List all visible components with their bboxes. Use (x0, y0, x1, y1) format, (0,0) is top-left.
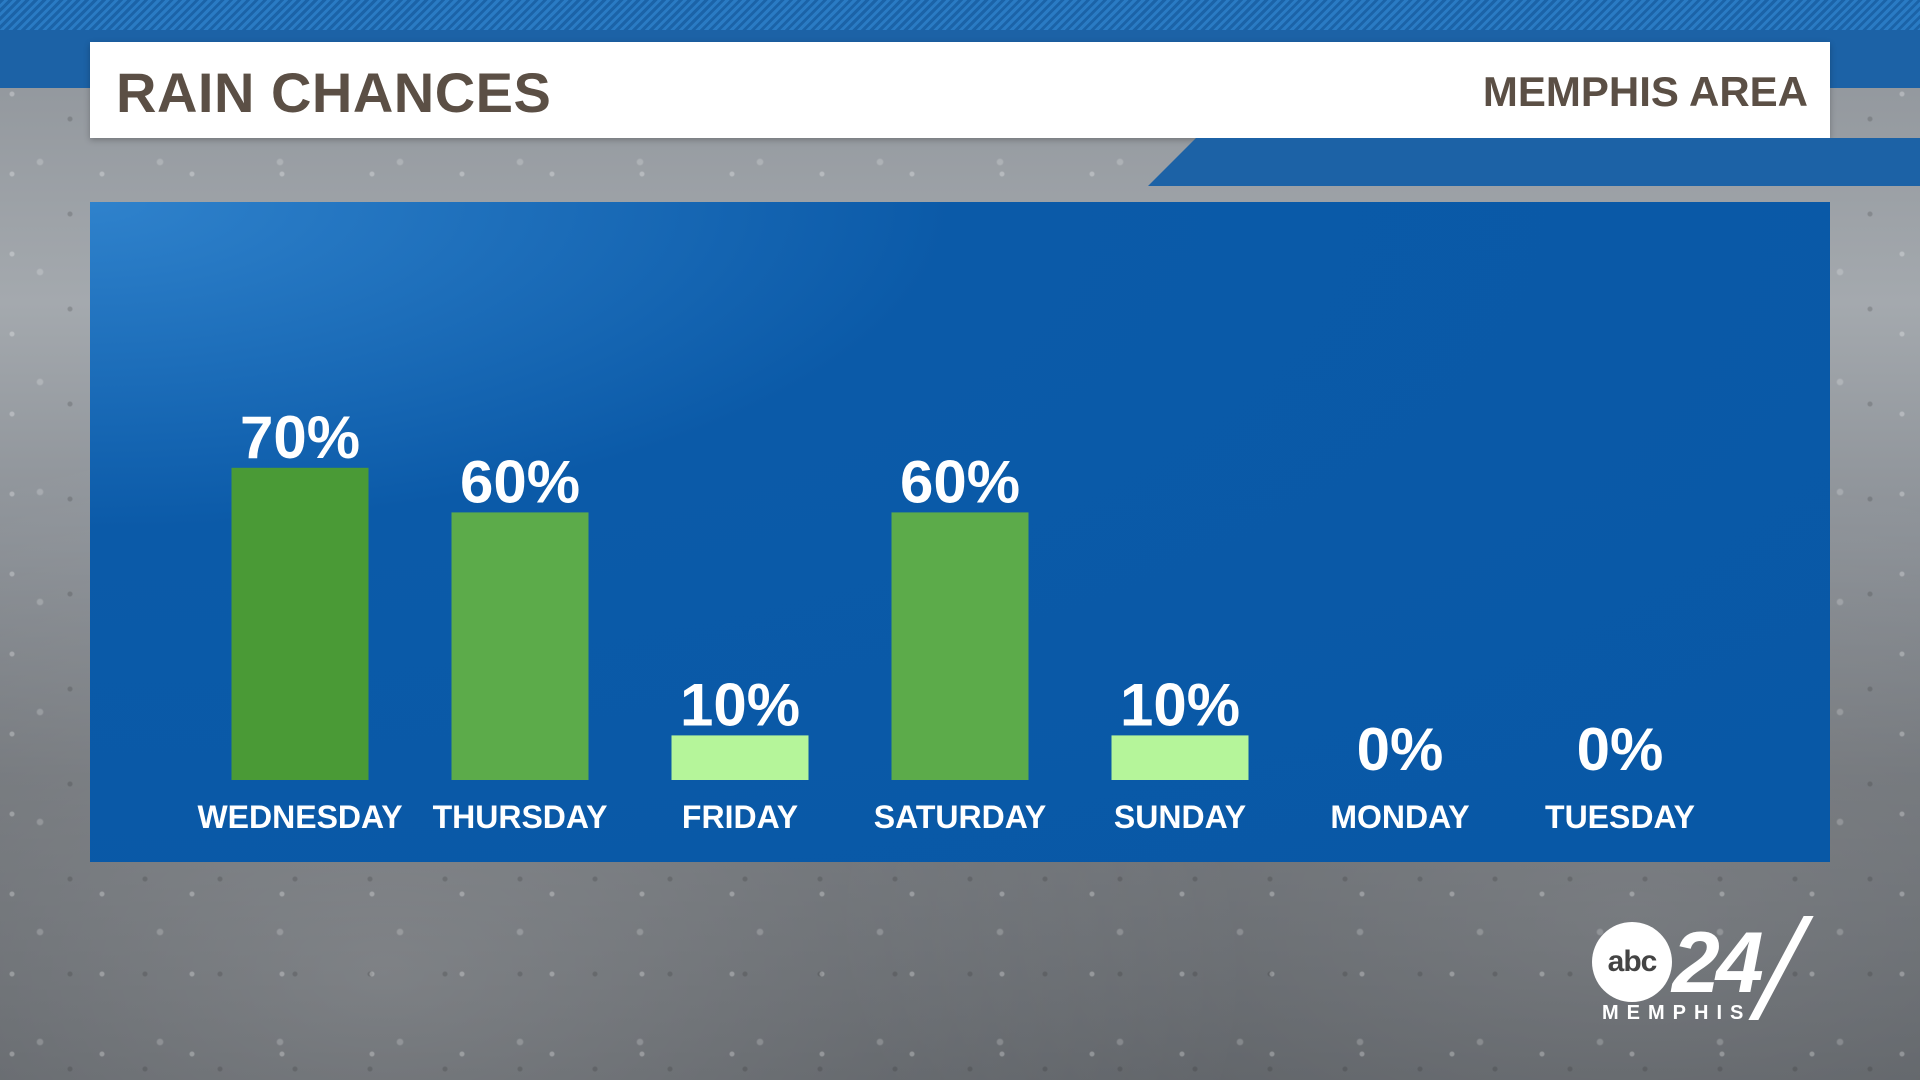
day-label-wednesday: WEDNESDAY (197, 799, 402, 835)
title-accent-strip (1148, 138, 1920, 186)
page-title: RAIN CHANCES (116, 61, 552, 124)
day-label-saturday: SATURDAY (874, 799, 1046, 835)
day-label-friday: FRIDAY (682, 799, 798, 835)
day-label-thursday: THURSDAY (433, 799, 608, 835)
abc-logo-circle: abc (1592, 922, 1672, 1002)
value-label-sunday: 10% (1120, 671, 1240, 738)
day-label-tuesday: TUESDAY (1545, 799, 1695, 835)
bar-wednesday (231, 467, 369, 780)
value-label-monday: 0% (1357, 716, 1444, 783)
channel-number: 24 (1672, 915, 1764, 1011)
title-bar: RAIN CHANCES MEMPHIS AREA (90, 42, 1830, 138)
value-label-friday: 10% (680, 671, 800, 738)
bar-thursday (451, 512, 589, 780)
value-label-tuesday: 0% (1577, 716, 1664, 783)
bar-friday (671, 735, 809, 780)
value-label-thursday: 60% (460, 448, 580, 515)
value-label-saturday: 60% (900, 448, 1020, 515)
bar-saturday (891, 512, 1029, 780)
logo-city: MEMPHIS (1602, 1002, 1752, 1024)
bar-sunday (1111, 735, 1249, 780)
value-label-wednesday: 70% (240, 404, 360, 471)
day-label-sunday: SUNDAY (1114, 799, 1246, 835)
day-label-monday: MONDAY (1330, 799, 1469, 835)
chart-panel: 70% WEDNESDAY 60% THURSDAY 10% FRIDAY 60% SATUR… (90, 202, 1830, 862)
rain-chance-chart: 70% WEDNESDAY 60% THURSDAY 10% FRIDAY 60% SATUR… (197, 404, 1695, 835)
region-label: MEMPHIS AREA (1482, 68, 1808, 115)
station-logo: abc 24 MEMPHIS (1588, 914, 1828, 1024)
